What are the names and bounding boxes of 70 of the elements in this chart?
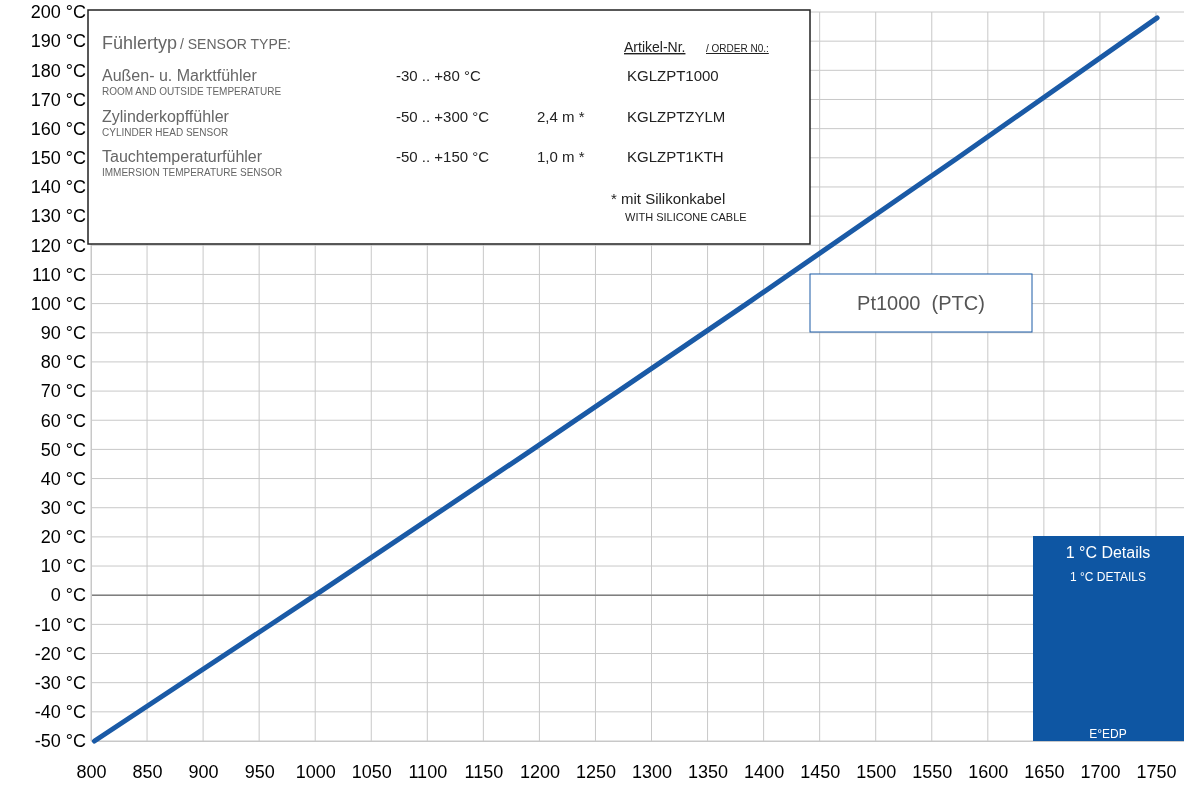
- annotation: / SENSOR TYPE:: [180, 36, 291, 52]
- y-tick-label: 100 °C: [30, 293, 86, 314]
- y-tick-label: -50 °C: [34, 731, 86, 752]
- annotation: 1 °C Details: [1065, 544, 1151, 561]
- x-tick-label: 1000: [295, 761, 336, 782]
- y-tick-label: 140 °C: [30, 177, 86, 198]
- y-tick-label: 170 °C: [30, 89, 86, 110]
- y-tick-label: 110 °C: [32, 264, 86, 285]
- y-tick-label: 200 °C: [30, 2, 86, 23]
- y-tick-label: -40 °C: [34, 702, 86, 723]
- annotation: * mit Silikonkabel: [611, 190, 726, 207]
- text: Pt1000 (PTC): [857, 292, 985, 314]
- x-tick-label: 1300: [631, 761, 673, 782]
- y-tick-label: 90 °C: [40, 323, 86, 344]
- x-tick-label: 1350: [688, 761, 729, 782]
- annotation: IMMERSION TEMPERATURE SENSOR: [102, 167, 283, 178]
- y-tick-label: 190 °C: [30, 31, 86, 52]
- y-tick-label: 50 °C: [40, 439, 86, 460]
- annotation: 2,4 m *: [537, 108, 585, 125]
- x-tick-label: 1100: [408, 761, 448, 782]
- x-tick-label: 1150: [464, 761, 504, 782]
- x-tick-label: 950: [244, 761, 275, 782]
- x-tick-label: 1500: [856, 761, 897, 782]
- annotation: KGLZPTZYLM: [627, 108, 726, 125]
- annotation: E°EDP: [1089, 727, 1127, 741]
- annotation: Außen- u. Marktfühler: [102, 67, 258, 84]
- annotation: -30 .. +80 °C: [396, 67, 481, 84]
- annotation: -50 .. +300 °C: [396, 108, 490, 125]
- annotation: / ORDER N0.:: [706, 43, 769, 54]
- y-tick-label: 40 °C: [40, 468, 86, 489]
- x-tick-label: 1750: [1136, 761, 1177, 782]
- x-tick-label: 1050: [351, 761, 392, 782]
- annotation: CYLINDER HEAD SENSOR: [102, 127, 229, 138]
- x-tick-label: 1400: [744, 761, 785, 782]
- annotation: -50 .. +150 °C: [396, 148, 490, 165]
- x-tick-label: 1250: [575, 761, 616, 782]
- y-tick-label: 130 °C: [30, 206, 86, 227]
- annotation: Zylinderkopffühler: [102, 108, 230, 125]
- y-tick-label: -20 °C: [34, 643, 86, 664]
- y-tick-label: -30 °C: [34, 672, 86, 693]
- annotation: Artikel-Nr.: [624, 39, 686, 55]
- y-tick-label: 30 °C: [40, 497, 86, 518]
- annotation: WITH SILICONE CABLE: [625, 211, 747, 223]
- x-tick-label: 900: [188, 761, 219, 782]
- y-tick-label: 0 °C: [50, 585, 86, 606]
- y-tick-label: 10 °C: [40, 556, 86, 577]
- y-tick-label: 120 °C: [30, 235, 86, 256]
- y-tick-label: 60 °C: [40, 410, 86, 431]
- y-tick-label: 20 °C: [40, 527, 86, 548]
- y-tick-label: 160 °C: [30, 118, 86, 139]
- x-tick-label: 1200: [519, 761, 560, 782]
- annotation: KGLZPT1000: [627, 67, 719, 84]
- y-tick-label: 150 °C: [30, 148, 86, 169]
- annotation: Fühlertyp: [102, 33, 178, 53]
- x-tick-label: 1650: [1024, 761, 1065, 782]
- annotation: 1 °C DETAILS: [1070, 570, 1146, 584]
- x-tick-label: 850: [132, 761, 163, 782]
- x-tick-label: 1450: [800, 761, 841, 782]
- annotation: 1,0 m *: [537, 148, 585, 165]
- y-tick-label: 80 °C: [40, 352, 86, 373]
- x-tick-label: 1550: [912, 761, 953, 782]
- y-tick-label: 70 °C: [40, 381, 86, 402]
- annotation: ROOM AND OUTSIDE TEMPERATURE: [102, 86, 282, 97]
- x-tick-label: 1700: [1080, 761, 1121, 782]
- x-tick-label: 1600: [968, 761, 1009, 782]
- y-tick-label: 180 °C: [30, 60, 86, 81]
- x-tick-label: 800: [76, 761, 107, 782]
- y-tick-label: -10 °C: [34, 614, 86, 635]
- annotation: Tauchtemperaturfühler: [102, 148, 263, 165]
- annotation: KGLZPT1KTH: [627, 148, 724, 165]
